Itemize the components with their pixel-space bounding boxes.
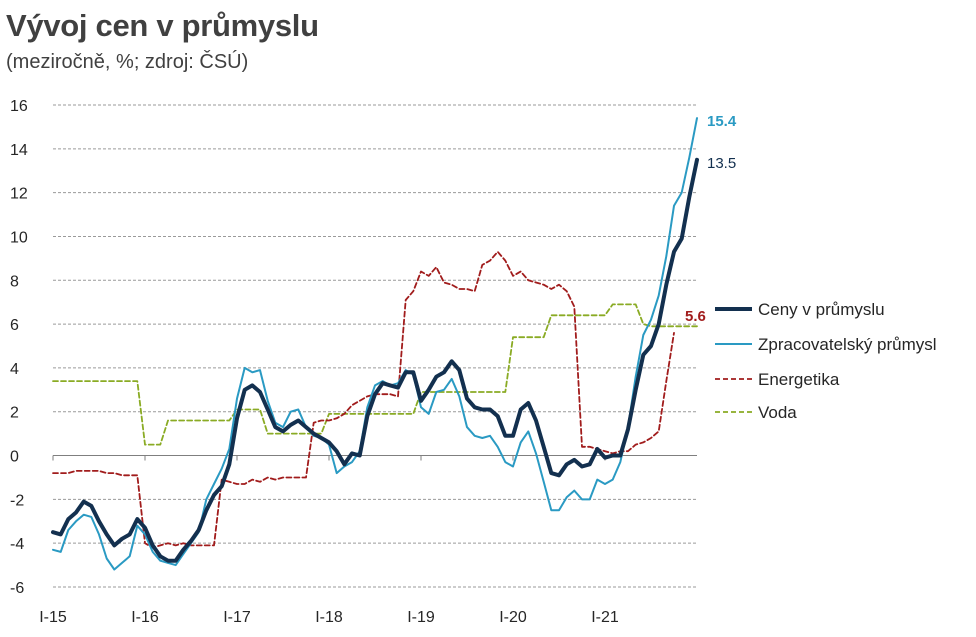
y-tick-label: 10: [10, 229, 28, 246]
series-line-3: [52, 303, 698, 446]
x-tick-label: I-21: [591, 609, 619, 626]
y-tick-label: 16: [10, 98, 28, 115]
y-tick-label: 14: [10, 142, 28, 159]
end-label-0: 13.5: [707, 155, 736, 172]
y-tick-label: 8: [10, 273, 19, 290]
legend-label: Zpracovatelský průmysl: [758, 335, 937, 354]
x-tick-label: I-17: [223, 609, 251, 626]
legend-label: Ceny v průmyslu: [758, 300, 885, 319]
x-tick-label: I-19: [407, 609, 435, 626]
x-axis: I-15 I-16 I-17 I-18 I-19 I-20 I-21: [39, 455, 697, 626]
gridlines: [53, 104, 697, 588]
y-tick-label: 0: [10, 449, 19, 466]
legend: Ceny v průmyslu Zpracovatelský průmysl Ene…: [715, 300, 937, 422]
x-tick-label: I-15: [39, 609, 67, 626]
end-labels: 15.4 13.5 5.6: [685, 113, 737, 325]
y-tick-label: 12: [10, 186, 28, 203]
x-tick-label: I-20: [499, 609, 527, 626]
y-axis: -6 -4 -2 0 2 4 6 8 10 12 14 16: [10, 98, 28, 597]
plot-area: [51, 117, 699, 571]
end-label-2: 5.6: [685, 308, 706, 325]
x-tick-label: I-18: [315, 609, 343, 626]
chart-subtitle: (meziročně, %; zdroj: ČSÚ): [6, 51, 249, 73]
legend-label: Energetika: [758, 370, 840, 389]
y-tick-label: -2: [10, 492, 24, 509]
y-tick-label: 6: [10, 317, 19, 334]
series-line-0: [51, 157, 699, 563]
y-tick-label: -4: [10, 536, 24, 553]
y-tick-label: -6: [10, 580, 24, 597]
chart-title: Vývoj cen v průmyslu: [6, 8, 319, 43]
series-line-2: [52, 250, 675, 549]
legend-label: Voda: [758, 403, 797, 422]
y-tick-label: 2: [10, 405, 19, 422]
y-tick-label: 4: [10, 361, 19, 378]
series-line-1: [52, 117, 698, 571]
end-label-1: 15.4: [707, 113, 737, 130]
x-tick-label: I-16: [131, 609, 159, 626]
